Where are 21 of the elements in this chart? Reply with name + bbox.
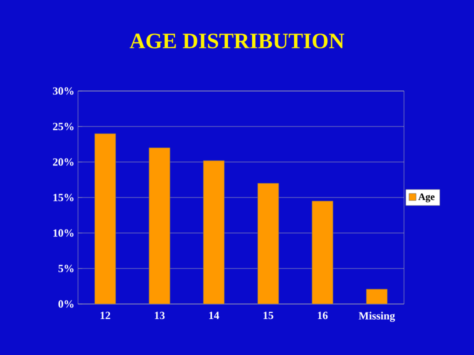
y-tick-label: 20% (53, 158, 74, 166)
x-tick-label: 12 (100, 312, 110, 320)
bar (94, 133, 116, 304)
y-tick-label: 5% (58, 264, 74, 272)
x-tick-label: 13 (154, 312, 165, 320)
bar (148, 148, 170, 304)
y-tick-label: 30% (52, 87, 74, 95)
y-tick-label: 10% (53, 229, 74, 237)
chart-title: AGE DISTRIBUTION (130, 34, 344, 48)
x-tick-label: 14 (209, 312, 220, 320)
x-tick-label: Missing (358, 312, 396, 322)
bar (312, 200, 334, 304)
bar (257, 183, 279, 304)
bar (203, 160, 225, 304)
y-tick-label: 0% (58, 300, 74, 308)
bar (366, 288, 388, 304)
legend-label: Age (418, 193, 435, 202)
y-tick-label: 15% (53, 194, 74, 202)
x-tick-label: 15 (264, 312, 274, 320)
y-tick-label: 25% (53, 122, 74, 130)
x-tick-label: 16 (318, 312, 328, 320)
